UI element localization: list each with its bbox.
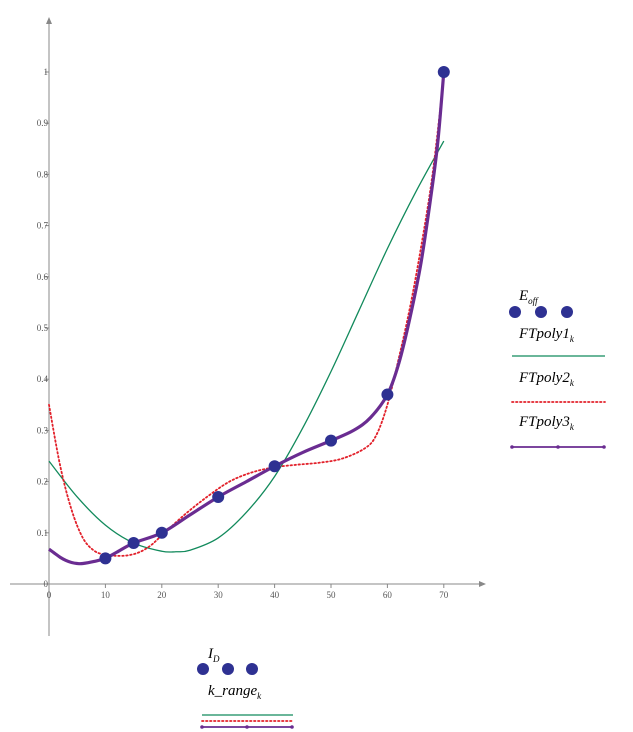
legend-id-main: I xyxy=(208,646,213,662)
legend-id-marker xyxy=(197,663,209,675)
series-e-off-point xyxy=(381,388,394,401)
legend-ftpoly3-dot xyxy=(510,445,514,449)
series-e-off-point xyxy=(155,526,168,539)
chart-axes xyxy=(10,17,486,636)
y-tick-label: 0.3 xyxy=(37,425,49,435)
legend-x-ftpoly3-dot xyxy=(245,725,249,729)
legend-e-off-marker xyxy=(561,306,573,318)
legend-ftpoly3-dot xyxy=(602,445,606,449)
legend-k-range-main: k_range xyxy=(208,683,258,699)
x-tick-label: 50 xyxy=(327,590,337,600)
y-tick-label: 0.6 xyxy=(37,272,49,282)
legend-label-ftpoly3: FTpoly3k xyxy=(519,414,574,432)
series-ftpoly1-line xyxy=(48,140,445,553)
series-e-off-point xyxy=(99,552,112,565)
legend-label-ftpoly2: FTpoly2k xyxy=(519,370,574,388)
legend-id-sub: D xyxy=(213,654,220,664)
legend-label-id: ID xyxy=(208,646,220,664)
y-tick-label: 0.8 xyxy=(37,169,49,179)
y-tick-label: 0.5 xyxy=(37,323,49,333)
legend-k-range-sub: k xyxy=(257,691,262,701)
y-tick-label: 1 xyxy=(44,67,49,77)
legend-id-marker xyxy=(222,663,234,675)
series-e-off-point xyxy=(212,490,225,503)
y-tick-label: 0.7 xyxy=(37,221,49,231)
legend-e-off-marker xyxy=(535,306,547,318)
y-tick-label: 0.1 xyxy=(37,528,48,538)
y-tick-label: 0.2 xyxy=(37,477,48,487)
legend-ftpoly3-main: FTpoly3 xyxy=(519,414,570,430)
x-tick-label: 20 xyxy=(157,590,167,600)
x-tick-label: 70 xyxy=(439,590,449,600)
legend-label-k-range: k_rangek xyxy=(208,683,261,701)
legend-e-off-main: E xyxy=(519,288,529,304)
series-ftpoly2-line xyxy=(48,76,445,557)
y-tick-label: 0.4 xyxy=(37,374,49,384)
legend-x-ftpoly3-dot xyxy=(290,725,294,729)
chart-series xyxy=(48,66,450,566)
y-axis-arrow xyxy=(46,17,52,24)
series-ftpoly3-line xyxy=(48,71,446,566)
legend-ftpoly3-dot xyxy=(556,445,560,449)
series-e-off-point xyxy=(437,66,450,78)
x-tick-label: 60 xyxy=(383,590,393,600)
y-tick-label: 0.9 xyxy=(37,118,49,128)
series-e-off-point xyxy=(325,434,337,447)
series-e-off-point xyxy=(127,537,140,550)
legend-ftpoly1-main: FTpoly1 xyxy=(519,326,570,342)
legend-e-off-marker xyxy=(509,306,521,318)
legend-ftpoly1-sub: k xyxy=(569,334,574,344)
series-e-off-point xyxy=(268,460,281,473)
chart-legend-glyphs xyxy=(197,306,606,729)
x-tick-label: 40 xyxy=(270,590,280,600)
x-tick-label: 10 xyxy=(101,590,111,600)
legend-label-ftpoly1: FTpoly1k xyxy=(519,326,574,344)
legend-x-ftpoly3-dot xyxy=(200,725,204,729)
legend-e-off-sub: off xyxy=(528,296,538,306)
x-tick-label: 0 xyxy=(47,590,52,600)
legend-ftpoly2-sub: k xyxy=(569,378,574,388)
x-axis-arrow xyxy=(479,581,486,587)
chart-ticks: 0 10 20 30 40 50 60 70 0 0.1 0.2 0.3 0.4 0.5 0.6 0.7 0.8… xyxy=(37,67,449,600)
y-tick-label: 0 xyxy=(44,579,49,589)
legend-label-e-off: Eoff xyxy=(519,288,538,306)
legend-ftpoly3-sub: k xyxy=(569,422,574,432)
legend-id-marker xyxy=(246,663,258,675)
x-tick-label: 30 xyxy=(214,590,224,600)
legend-ftpoly2-main: FTpoly2 xyxy=(519,370,570,386)
